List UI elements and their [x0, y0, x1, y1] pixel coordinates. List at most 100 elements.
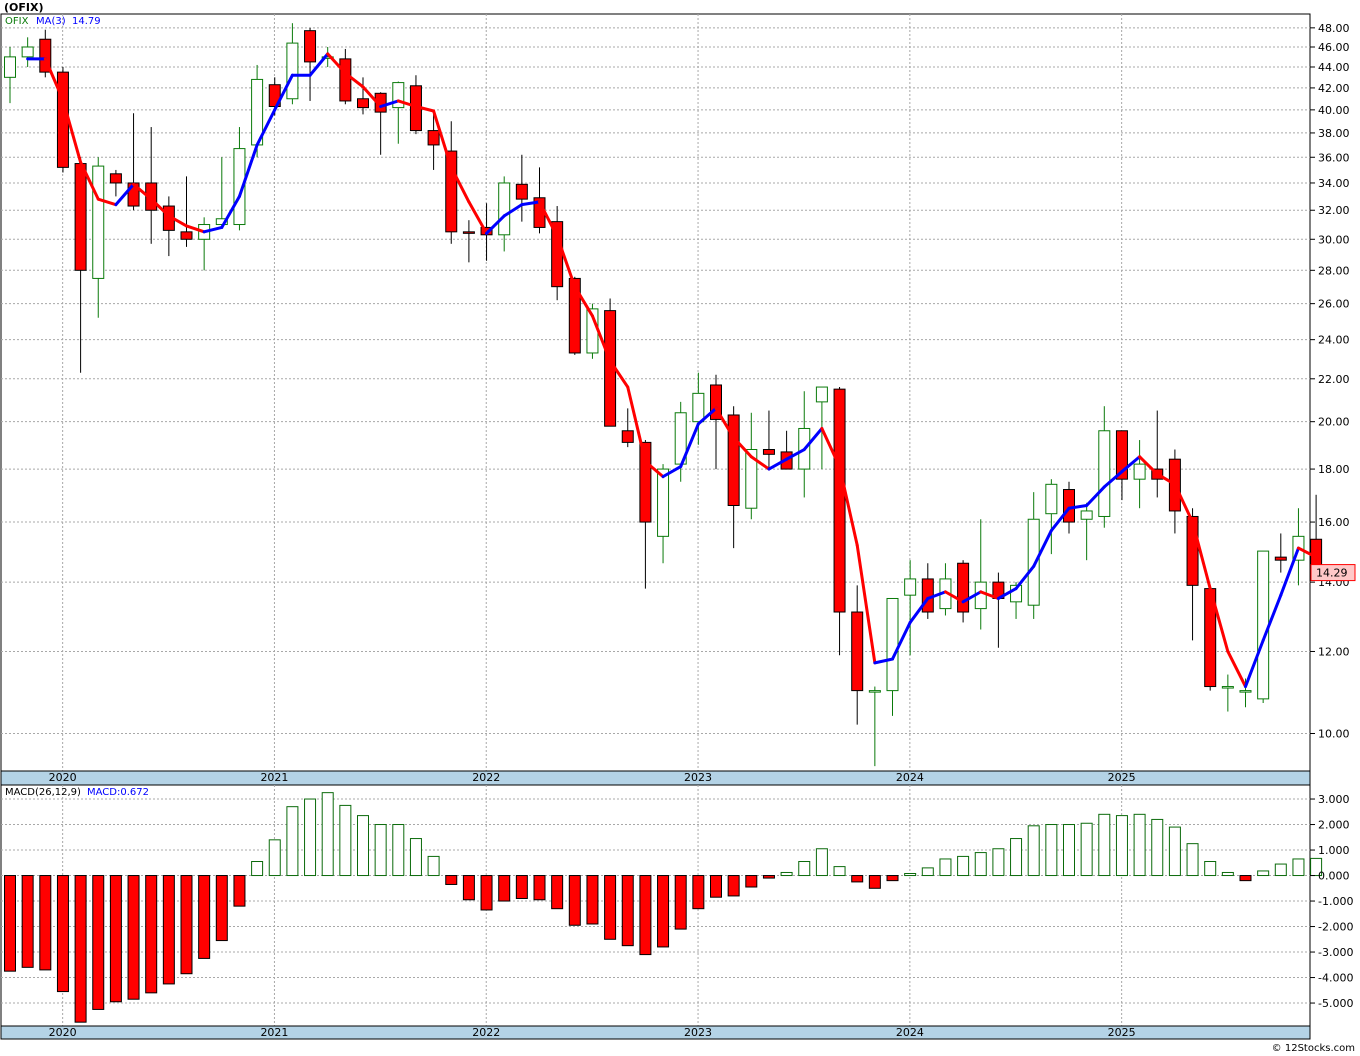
ma-segment — [873, 657, 894, 665]
ma-segment — [1191, 520, 1212, 591]
ma-segment — [467, 200, 489, 235]
price-y-axis: 48.00 46.00 44.00 42.00 40.00 38.00 36.00 34.00… — [1310, 22, 1350, 740]
macd-bar-positive — [392, 824, 405, 877]
candle-down — [639, 441, 652, 523]
price-y-tick-label: 12.00 — [1318, 645, 1350, 658]
ma-segment — [502, 203, 524, 218]
last-price-badge: 14.29 — [1310, 564, 1356, 582]
macd-bar-positive — [1221, 871, 1234, 877]
ma-segment — [749, 455, 771, 471]
candle-down — [1186, 515, 1199, 586]
candle-up — [392, 82, 405, 109]
candle-down — [109, 173, 122, 184]
price-y-tick-label: 26.00 — [1318, 298, 1350, 311]
candle-up — [1133, 463, 1146, 480]
price-y-tick-label: 48.00 — [1318, 22, 1350, 35]
candle-down — [515, 183, 528, 200]
macd-x-tick-label: 2024 — [896, 1026, 924, 1039]
macd-bar-positive — [1098, 813, 1111, 877]
macd-bar-negative — [533, 875, 546, 901]
macd-y-tick-label: 0.000 — [1318, 870, 1350, 883]
macd-bar-negative — [1239, 875, 1252, 882]
price-y-tick-label: 36.00 — [1318, 151, 1350, 164]
candle-down — [762, 449, 775, 455]
candle-down — [710, 384, 722, 420]
macd-bar-positive — [339, 804, 352, 877]
macd-bar-negative — [745, 875, 758, 888]
candle-down — [727, 414, 740, 506]
macd-bar-positive — [1151, 818, 1164, 877]
ma-segment — [573, 285, 594, 318]
price-legend-ma-value: 14.79 — [72, 16, 101, 27]
ma-segment — [538, 200, 559, 238]
ma-segment — [520, 200, 541, 207]
candle-down — [568, 277, 581, 354]
macd-bar-positive — [1257, 870, 1270, 877]
candle-up — [886, 597, 899, 692]
ma-segment — [908, 596, 930, 624]
candle-up — [1045, 483, 1058, 515]
ma-segment — [785, 448, 806, 461]
ma-segment — [79, 160, 100, 201]
ma-segment — [820, 426, 842, 469]
macd-bar-positive — [321, 792, 334, 877]
price-legend-symbol: OFIX — [5, 16, 29, 27]
macd-bar-negative — [480, 875, 493, 911]
macd-bar-negative — [727, 875, 740, 897]
ma-segment — [1138, 455, 1159, 476]
macd-bar-negative — [586, 875, 599, 925]
macd-x-axis: 2020 2021 2022 2023 2024 2025 — [49, 1026, 1136, 1039]
macd-bar-positive — [357, 815, 369, 877]
ma-segment — [1067, 503, 1089, 510]
candle-up — [1239, 690, 1252, 693]
macd-x-tick-label: 2023 — [684, 1026, 712, 1039]
ma-segment — [608, 359, 630, 389]
candle-down — [833, 388, 846, 613]
macd-bar-negative — [21, 875, 34, 968]
macd-y-tick-label: -5.000 — [1318, 997, 1353, 1010]
candle-down — [957, 562, 970, 613]
candle-up — [815, 386, 828, 403]
price-y-tick-label: 10.00 — [1318, 727, 1350, 740]
ma-segment — [1120, 455, 1142, 474]
macd-bar-positive — [427, 855, 440, 877]
candle-up — [904, 578, 917, 596]
candle-up — [868, 690, 881, 693]
macd-bar-positive — [939, 858, 952, 877]
candle-down — [304, 30, 317, 63]
chart-title: (OFIX) — [4, 1, 44, 14]
ma-segment — [114, 182, 136, 207]
candle-up — [657, 468, 670, 537]
ma-segment — [979, 590, 1000, 600]
macd-bar-positive — [251, 861, 264, 877]
macd-bar-positive — [1204, 861, 1217, 877]
macd-bar-negative — [710, 875, 722, 898]
macd-bar-negative — [462, 875, 475, 901]
macd-bar-negative — [886, 875, 899, 882]
macd-y-tick-label: 2.000 — [1318, 819, 1350, 832]
ma-segment — [273, 73, 294, 112]
ma-segment — [432, 109, 453, 169]
macd-bar-positive — [798, 861, 811, 877]
ma-segment — [185, 224, 206, 234]
price-y-tick-label: 24.00 — [1318, 334, 1350, 347]
price-legend-ma: MA(3) — [36, 16, 66, 27]
ma-segment — [1085, 485, 1106, 507]
macd-legend-value: MACD:0.672 — [87, 787, 149, 798]
macd-x-tick-label: 2025 — [1108, 1026, 1136, 1039]
price-y-tick-label: 16.00 — [1318, 516, 1350, 529]
macd-bar-positive — [974, 852, 987, 877]
macd-bars — [4, 792, 1323, 1023]
macd-y-axis: 3.000 2.000 1.000 0.000 -1.000 -2.000 -3.000 -4… — [1310, 793, 1353, 1010]
macd-y-tick-label: -1.000 — [1318, 895, 1353, 908]
candle-up — [1080, 510, 1093, 520]
macd-bar-positive — [815, 848, 828, 877]
candle-up — [692, 392, 705, 423]
macd-bar-positive — [1045, 824, 1058, 877]
candle-up — [498, 182, 511, 236]
macd-bar-negative — [498, 875, 511, 902]
price-ma-line — [26, 52, 1318, 689]
macd-bar-negative — [568, 875, 581, 926]
ma-segment — [361, 85, 383, 108]
macd-bar-negative — [604, 875, 617, 940]
